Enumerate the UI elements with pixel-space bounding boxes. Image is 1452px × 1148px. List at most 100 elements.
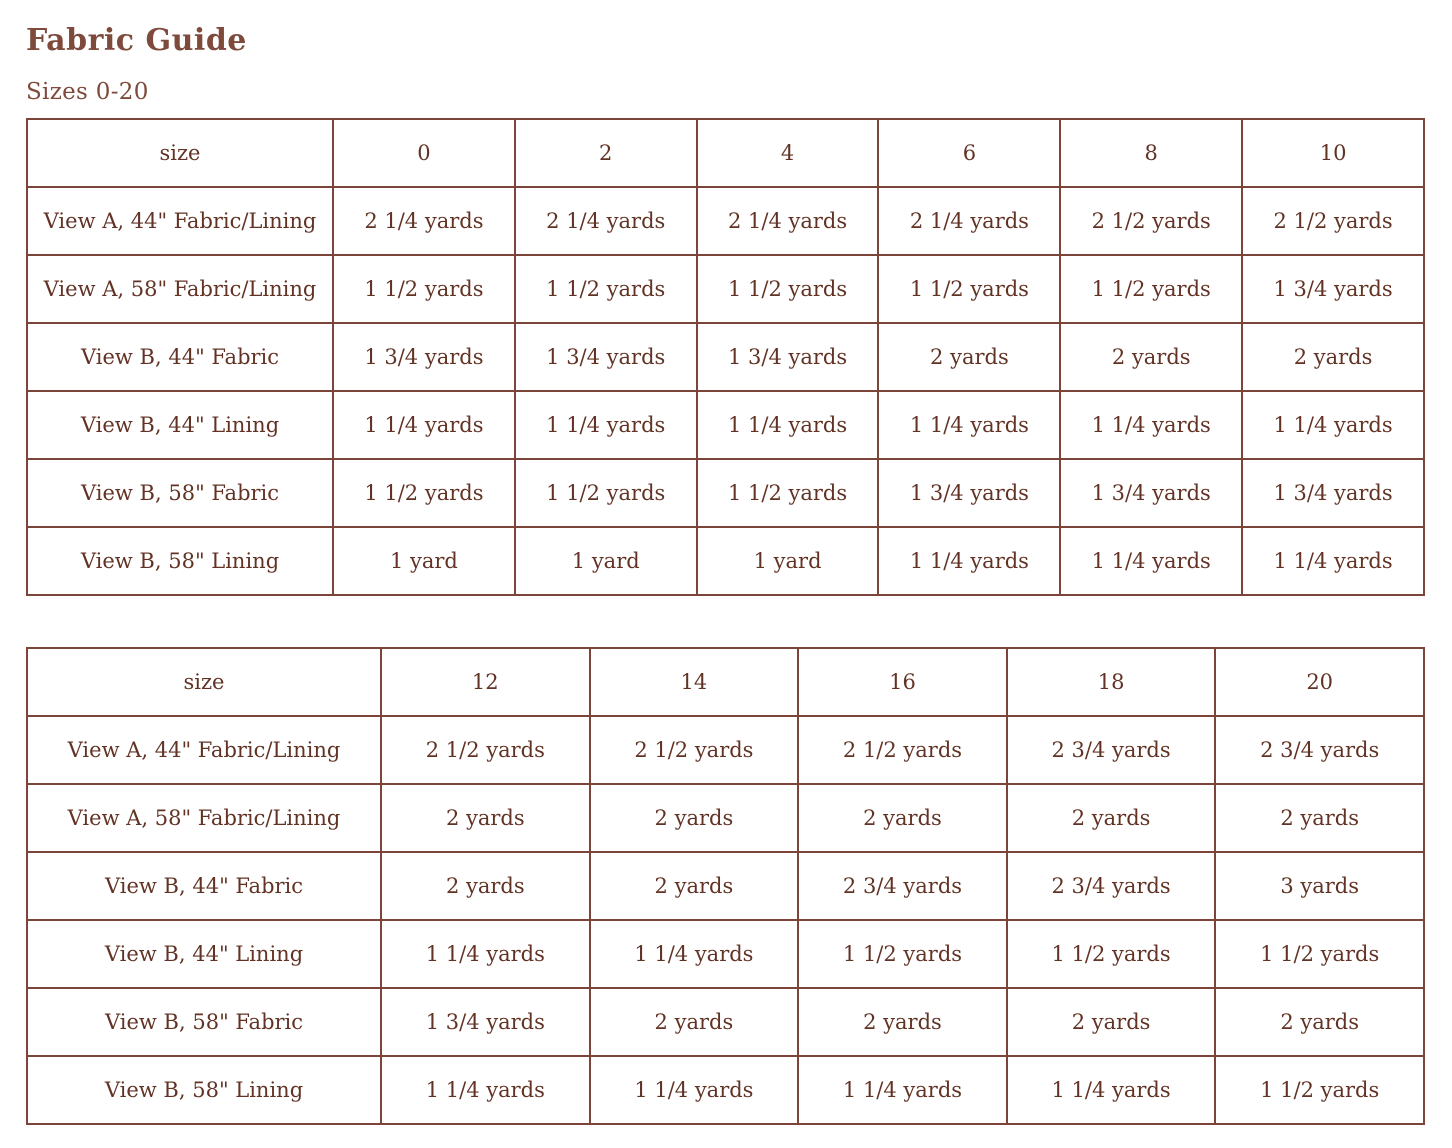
page-title: Fabric Guide: [26, 23, 247, 58]
row-label-cell: View A, 58" Fabric/Lining: [26, 782, 382, 853]
yardage-cell: 1 3/4 yards: [332, 321, 516, 392]
yardage-cell: 1 1/4 yards: [1059, 525, 1244, 596]
yardage-cell: 1 3/4 yards: [695, 321, 880, 392]
row-label-cell: View B, 58" Lining: [26, 525, 334, 596]
row-label-cell: View B, 44" Fabric: [26, 850, 382, 921]
yardage-cell: 1 1/4 yards: [797, 1054, 1008, 1125]
row-label-cell: View B, 58" Fabric: [26, 457, 334, 528]
yardage-cell: 1 1/2 yards: [1214, 918, 1425, 989]
yardage-cell: 2 1/4 yards: [695, 185, 880, 256]
fabric-table-sizes-0-10: size 0 2 4 6 8 10 View A, 44" Fabric/Lining 2 1/…: [26, 117, 1425, 596]
size-header-cell: size: [26, 117, 334, 188]
table-row: View B, 58" Lining 1 yard 1 yard 1 yard 1 1/…: [26, 525, 1425, 596]
yardage-cell: 2 yards: [588, 986, 800, 1057]
yardage-cell: 2 yards: [1059, 321, 1244, 392]
table-row: View A, 44" Fabric/Lining 2 1/4 yards 2 1/…: [26, 185, 1425, 256]
size-column-header: 14: [588, 646, 800, 717]
yardage-cell: 1 yard: [332, 525, 516, 596]
yardage-cell: 1 1/4 yards: [877, 525, 1062, 596]
yardage-cell: 2 1/2 yards: [1241, 185, 1425, 256]
yardage-cell: 2 yards: [1005, 986, 1217, 1057]
yardage-cell: 2 1/4 yards: [332, 185, 516, 256]
table-row: View A, 58" Fabric/Lining 2 yards 2 yards 2…: [26, 782, 1425, 853]
yardage-cell: 1 yard: [695, 525, 880, 596]
yardage-cell: 2 3/4 yards: [1005, 850, 1217, 921]
yardage-cell: 1 1/4 yards: [1059, 389, 1244, 460]
size-column-header: 8: [1059, 117, 1244, 188]
table-row: View B, 58" Lining 1 1/4 yards 1 1/4 yards…: [26, 1054, 1425, 1125]
yardage-cell: 1 1/2 yards: [332, 457, 516, 528]
yardage-cell: 2 yards: [380, 782, 591, 853]
table-header-row: size 0 2 4 6 8 10: [26, 117, 1425, 188]
size-column-header: 12: [380, 646, 591, 717]
yardage-cell: 1 1/4 yards: [588, 918, 800, 989]
row-label-cell: View A, 58" Fabric/Lining: [26, 253, 334, 324]
yardage-cell: 1 1/4 yards: [695, 389, 880, 460]
yardage-cell: 2 1/4 yards: [877, 185, 1062, 256]
yardage-cell: 1 3/4 yards: [877, 457, 1062, 528]
size-column-header: 2: [513, 117, 698, 188]
yardage-cell: 1 1/4 yards: [877, 389, 1062, 460]
yardage-cell: 2 3/4 yards: [1214, 714, 1425, 785]
yardage-cell: 1 3/4 yards: [1241, 457, 1425, 528]
yardage-cell: 1 1/2 yards: [1005, 918, 1217, 989]
yardage-cell: 1 1/2 yards: [695, 457, 880, 528]
size-column-header: 10: [1241, 117, 1425, 188]
yardage-cell: 1 1/2 yards: [797, 918, 1008, 989]
yardage-cell: 2 yards: [588, 782, 800, 853]
yardage-cell: 2 yards: [588, 850, 800, 921]
table-row: View B, 58" Fabric 1 1/2 yards 1 1/2 yards…: [26, 457, 1425, 528]
yardage-cell: 1 1/2 yards: [695, 253, 880, 324]
yardage-cell: 2 yards: [797, 986, 1008, 1057]
page-subtitle: Sizes 0-20: [26, 78, 149, 105]
row-label-cell: View B, 44" Lining: [26, 389, 334, 460]
yardage-cell: 1 1/2 yards: [513, 253, 698, 324]
yardage-cell: 1 1/4 yards: [332, 389, 516, 460]
yardage-cell: 2 yards: [1214, 986, 1425, 1057]
yardage-cell: 2 yards: [1214, 782, 1425, 853]
yardage-cell: 1 yard: [513, 525, 698, 596]
size-column-header: 16: [797, 646, 1008, 717]
row-label-cell: View B, 44" Fabric: [26, 321, 334, 392]
yardage-cell: 1 1/4 yards: [588, 1054, 800, 1125]
yardage-cell: 2 yards: [1241, 321, 1425, 392]
size-column-header: 20: [1214, 646, 1425, 717]
yardage-cell: 1 1/2 yards: [513, 457, 698, 528]
yardage-cell: 2 1/4 yards: [513, 185, 698, 256]
table-row: View B, 58" Fabric 1 3/4 yards 2 yards 2 ya…: [26, 986, 1425, 1057]
yardage-cell: 2 yards: [797, 782, 1008, 853]
yardage-cell: 1 3/4 yards: [1059, 457, 1244, 528]
yardage-cell: 1 1/4 yards: [1241, 389, 1425, 460]
yardage-cell: 2 1/2 yards: [380, 714, 591, 785]
yardage-cell: 1 3/4 yards: [1241, 253, 1425, 324]
yardage-cell: 2 yards: [380, 850, 591, 921]
yardage-cell: 1 1/4 yards: [1241, 525, 1425, 596]
yardage-cell: 2 1/2 yards: [588, 714, 800, 785]
size-column-header: 0: [332, 117, 516, 188]
table-header-row: size 12 14 16 18 20: [26, 646, 1425, 717]
size-column-header: 6: [877, 117, 1062, 188]
yardage-cell: 1 1/2 yards: [1059, 253, 1244, 324]
yardage-cell: 2 3/4 yards: [1005, 714, 1217, 785]
table-row: View B, 44" Lining 1 1/4 yards 1 1/4 yards…: [26, 389, 1425, 460]
size-column-header: 4: [695, 117, 880, 188]
yardage-cell: 1 3/4 yards: [513, 321, 698, 392]
yardage-cell: 2 yards: [1005, 782, 1217, 853]
yardage-cell: 1 3/4 yards: [380, 986, 591, 1057]
yardage-cell: 1 1/4 yards: [513, 389, 698, 460]
table-row: View A, 44" Fabric/Lining 2 1/2 yards 2 1/…: [26, 714, 1425, 785]
fabric-guide-page: Fabric Guide Sizes 0-20 size 0 2 4 6 8 10 View …: [26, 23, 1426, 1125]
row-label-cell: View B, 58" Fabric: [26, 986, 382, 1057]
table-row: View B, 44" Fabric 2 yards 2 yards 2 3/4 ya…: [26, 850, 1425, 921]
yardage-cell: 2 1/2 yards: [797, 714, 1008, 785]
table-row: View B, 44" Fabric 1 3/4 yards 1 3/4 yards…: [26, 321, 1425, 392]
size-header-cell: size: [26, 646, 382, 717]
row-label-cell: View A, 44" Fabric/Lining: [26, 714, 382, 785]
yardage-cell: 1 1/2 yards: [1214, 1054, 1425, 1125]
yardage-cell: 2 1/2 yards: [1059, 185, 1244, 256]
yardage-cell: 1 1/4 yards: [1005, 1054, 1217, 1125]
fabric-table-sizes-12-20: size 12 14 16 18 20 View A, 44" Fabric/Lining 2…: [26, 646, 1425, 1125]
yardage-cell: 2 3/4 yards: [797, 850, 1008, 921]
table-row: View A, 58" Fabric/Lining 1 1/2 yards 1 1/…: [26, 253, 1425, 324]
yardage-cell: 3 yards: [1214, 850, 1425, 921]
